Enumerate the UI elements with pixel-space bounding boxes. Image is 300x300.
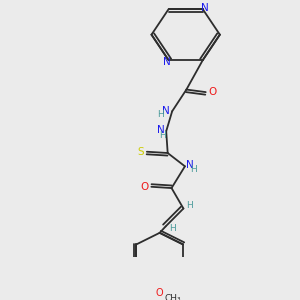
Text: N: N: [201, 3, 209, 13]
Text: H: H: [158, 110, 164, 119]
Text: H: H: [190, 165, 197, 174]
Text: CH₃: CH₃: [164, 294, 181, 300]
Text: O: O: [208, 87, 216, 97]
Text: N: N: [157, 125, 165, 135]
Text: H: H: [159, 131, 166, 140]
Text: S: S: [137, 147, 144, 157]
Text: N: N: [163, 57, 171, 67]
Text: H: H: [169, 224, 175, 233]
Text: H: H: [187, 202, 194, 211]
Text: N: N: [162, 106, 170, 116]
Text: N: N: [186, 160, 194, 170]
Text: O: O: [156, 288, 164, 298]
Text: O: O: [141, 182, 149, 192]
